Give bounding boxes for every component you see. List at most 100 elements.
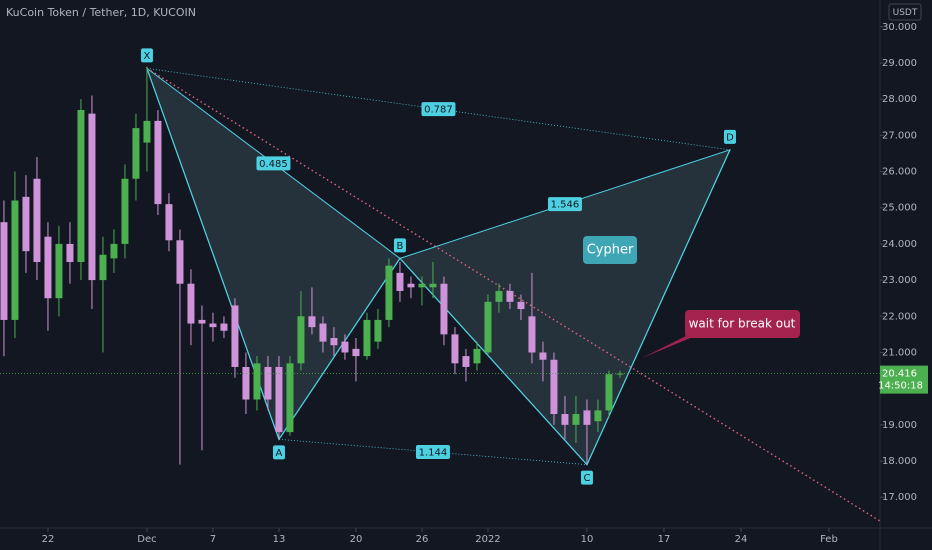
y-tick-label: 27.000 — [882, 130, 917, 141]
y-tick-label: 21.000 — [882, 347, 917, 358]
candle-body — [242, 366, 250, 400]
candle-body — [517, 301, 525, 310]
point-label: D — [726, 132, 734, 143]
x-tick-label: 10 — [581, 534, 594, 545]
y-tick-label: 18.000 — [882, 456, 917, 467]
candle-body — [275, 366, 283, 433]
candle-body — [297, 316, 305, 364]
ratio-label: 1.144 — [419, 448, 448, 459]
y-tick-label: 28.000 — [882, 94, 917, 105]
point-box — [272, 445, 285, 460]
last-price-box — [880, 365, 928, 394]
candle-body — [528, 316, 536, 353]
candle-body — [77, 110, 85, 263]
currency: USDT — [893, 8, 918, 18]
candle-body — [22, 196, 30, 252]
x-tick-label: Dec — [137, 534, 156, 545]
x-tick-label: 17 — [658, 534, 671, 545]
candle-body — [319, 323, 327, 342]
point-label: A — [276, 448, 283, 459]
candle-body — [88, 113, 96, 281]
candle-body — [253, 363, 261, 400]
x-tick-label: 2022 — [475, 534, 500, 545]
candle-body — [132, 128, 140, 179]
y-tick-label: 25.000 — [882, 203, 917, 214]
candle-body — [539, 352, 547, 360]
ratio-label: 0.787 — [424, 105, 453, 116]
y-tick-label: 24.000 — [882, 239, 917, 250]
candle-body — [352, 348, 360, 357]
candle-body — [418, 283, 426, 288]
pattern-name-box — [583, 236, 637, 264]
point-label: X — [144, 51, 151, 62]
currency-box — [888, 3, 922, 21]
x-tick-label: 20 — [350, 534, 363, 545]
y-tick-label: 17.000 — [882, 492, 917, 503]
candle-body — [341, 341, 349, 353]
candle-body — [495, 290, 503, 302]
candle-body — [484, 301, 492, 353]
candle-body — [220, 323, 228, 331]
candle-body — [55, 243, 63, 299]
candle-body — [231, 305, 239, 367]
candle-body — [473, 348, 481, 364]
candle-body — [176, 240, 184, 284]
callout-pointer — [642, 334, 700, 358]
candle-body — [616, 373, 624, 375]
candle-body — [286, 363, 294, 433]
candle-body — [451, 334, 459, 364]
candle-body — [572, 414, 580, 425]
x-tick-label: Feb — [820, 534, 838, 545]
candle-body — [396, 272, 404, 291]
candle-body — [605, 374, 613, 411]
ratio-label: 0.485 — [259, 159, 288, 170]
y-tick-label: 22.000 — [882, 311, 917, 322]
candle-body — [66, 243, 74, 263]
candle-body — [561, 414, 569, 425]
candle-body — [583, 410, 591, 425]
candle-body — [110, 243, 118, 259]
candle-body — [308, 316, 316, 328]
pattern-name: Cypher — [587, 243, 634, 258]
point-box — [580, 470, 593, 485]
y-tick-label: 30.000 — [882, 22, 917, 33]
y-tick-label: 29.000 — [882, 58, 917, 69]
candle-body — [550, 359, 558, 415]
callout-text: wait for break out — [689, 317, 796, 331]
x-tick-label: 13 — [273, 534, 286, 545]
plot-area: 0.485 0.787 1.546 1.144 X A B C D — [0, 48, 880, 522]
y-tick-label: 19.000 — [882, 420, 917, 431]
candle-body — [440, 283, 448, 335]
candle-body — [143, 120, 151, 143]
candle-body — [385, 265, 393, 320]
point-box — [140, 48, 153, 63]
chart-title: KuCoin Token / Tether, 1D, KUCOIN — [6, 6, 196, 19]
callout-box — [685, 310, 800, 338]
candle-body — [330, 338, 338, 346]
point-box — [723, 129, 736, 144]
candle-body — [121, 178, 129, 244]
candle-body — [264, 366, 272, 400]
ratio-box — [256, 156, 291, 171]
point-box — [393, 238, 406, 253]
y-tick-label: 23.000 — [882, 275, 917, 286]
candle-body — [374, 319, 382, 342]
candle-body — [209, 323, 217, 328]
candle-body — [99, 254, 107, 281]
candle-body — [462, 356, 470, 367]
pattern-fill — [145, 67, 401, 441]
candle-body — [429, 283, 437, 288]
ratio-box — [415, 445, 450, 460]
ratio-label: 1.546 — [551, 200, 580, 211]
ratio-box — [421, 102, 456, 117]
x-tick-label: 7 — [210, 534, 216, 545]
candle-body — [154, 120, 162, 205]
point-label: C — [583, 473, 590, 484]
x-tick-label: 22 — [42, 534, 55, 545]
candle-body — [363, 319, 371, 357]
candle-body — [44, 236, 52, 299]
candle-body — [165, 204, 173, 241]
candle-body — [0, 222, 8, 320]
